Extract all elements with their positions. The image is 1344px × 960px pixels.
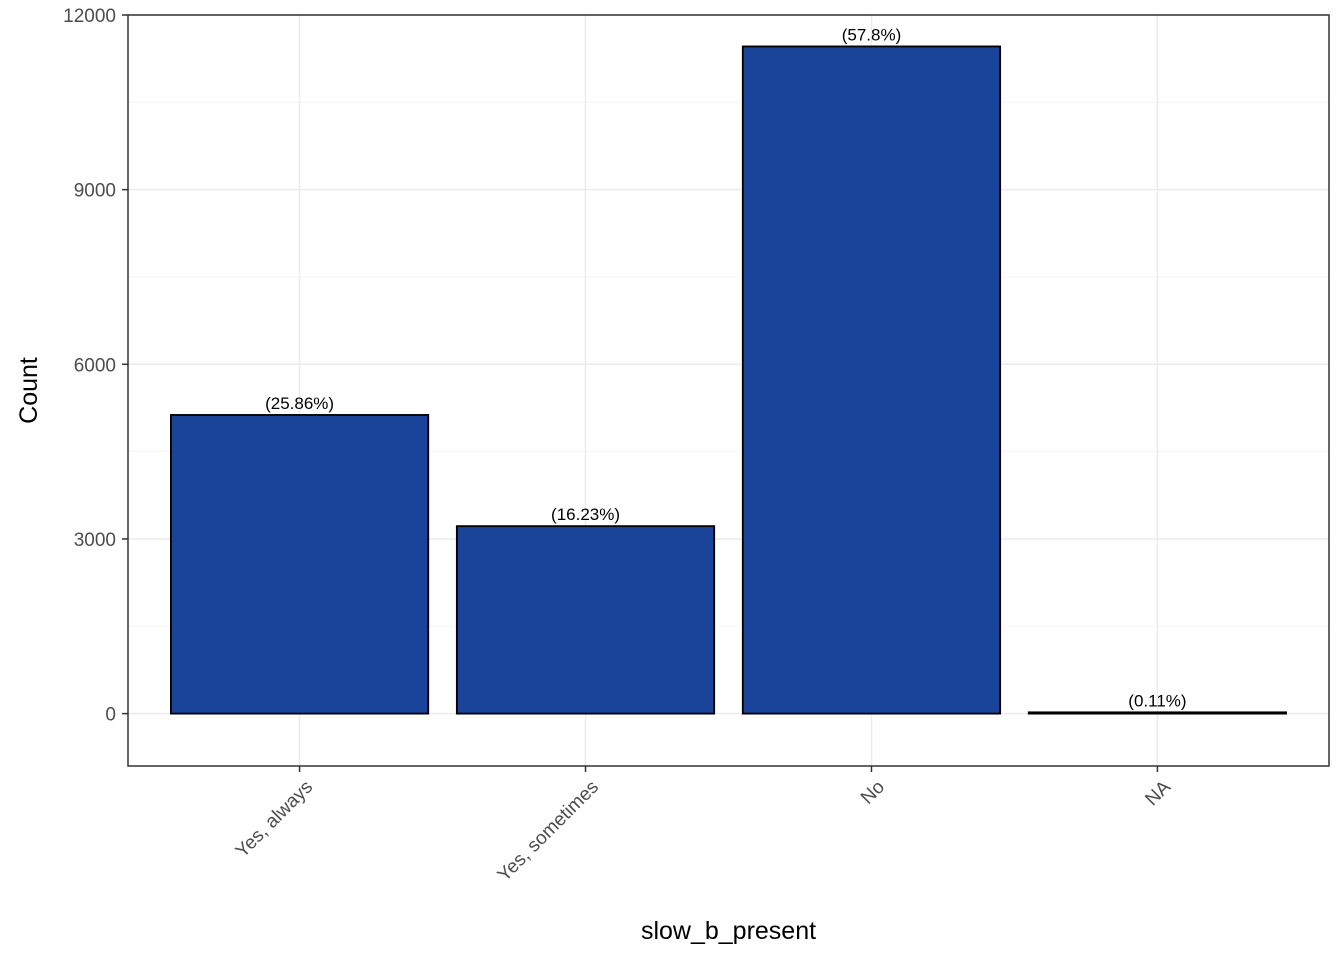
y-axis-title: Count (15, 357, 43, 424)
bar-no (741, 45, 1002, 715)
y-tick-label: 9000 (74, 181, 116, 202)
bar-value-label: (25.86%) (265, 394, 334, 413)
x-tick-label: Yes, sometimes (494, 777, 603, 886)
x-axis-title: slow_b_present (641, 917, 816, 945)
bar-value-label: (16.23%) (551, 505, 620, 524)
bar-yes-always (169, 414, 430, 715)
panel-border (127, 14, 1330, 767)
bar-value-label: (0.11%) (1128, 691, 1186, 710)
x-tick-label: Yes, always (232, 777, 317, 862)
bars (169, 45, 1288, 715)
bar-na (1027, 711, 1288, 715)
bar-yes-sometimes (455, 525, 716, 715)
x-tick-label: NA (1141, 776, 1175, 810)
y-tick-label: 12000 (63, 6, 116, 27)
bar-labels: (25.86%) (16.23%) (57.8%) (0.11%) (265, 25, 1186, 710)
y-tick-label: 6000 (74, 355, 116, 376)
bar-value-label: (57.8%) (842, 25, 902, 44)
x-tick-label: No (857, 777, 889, 809)
y-tick-label: 3000 (74, 530, 116, 551)
y-tick-label: 0 (105, 705, 116, 726)
